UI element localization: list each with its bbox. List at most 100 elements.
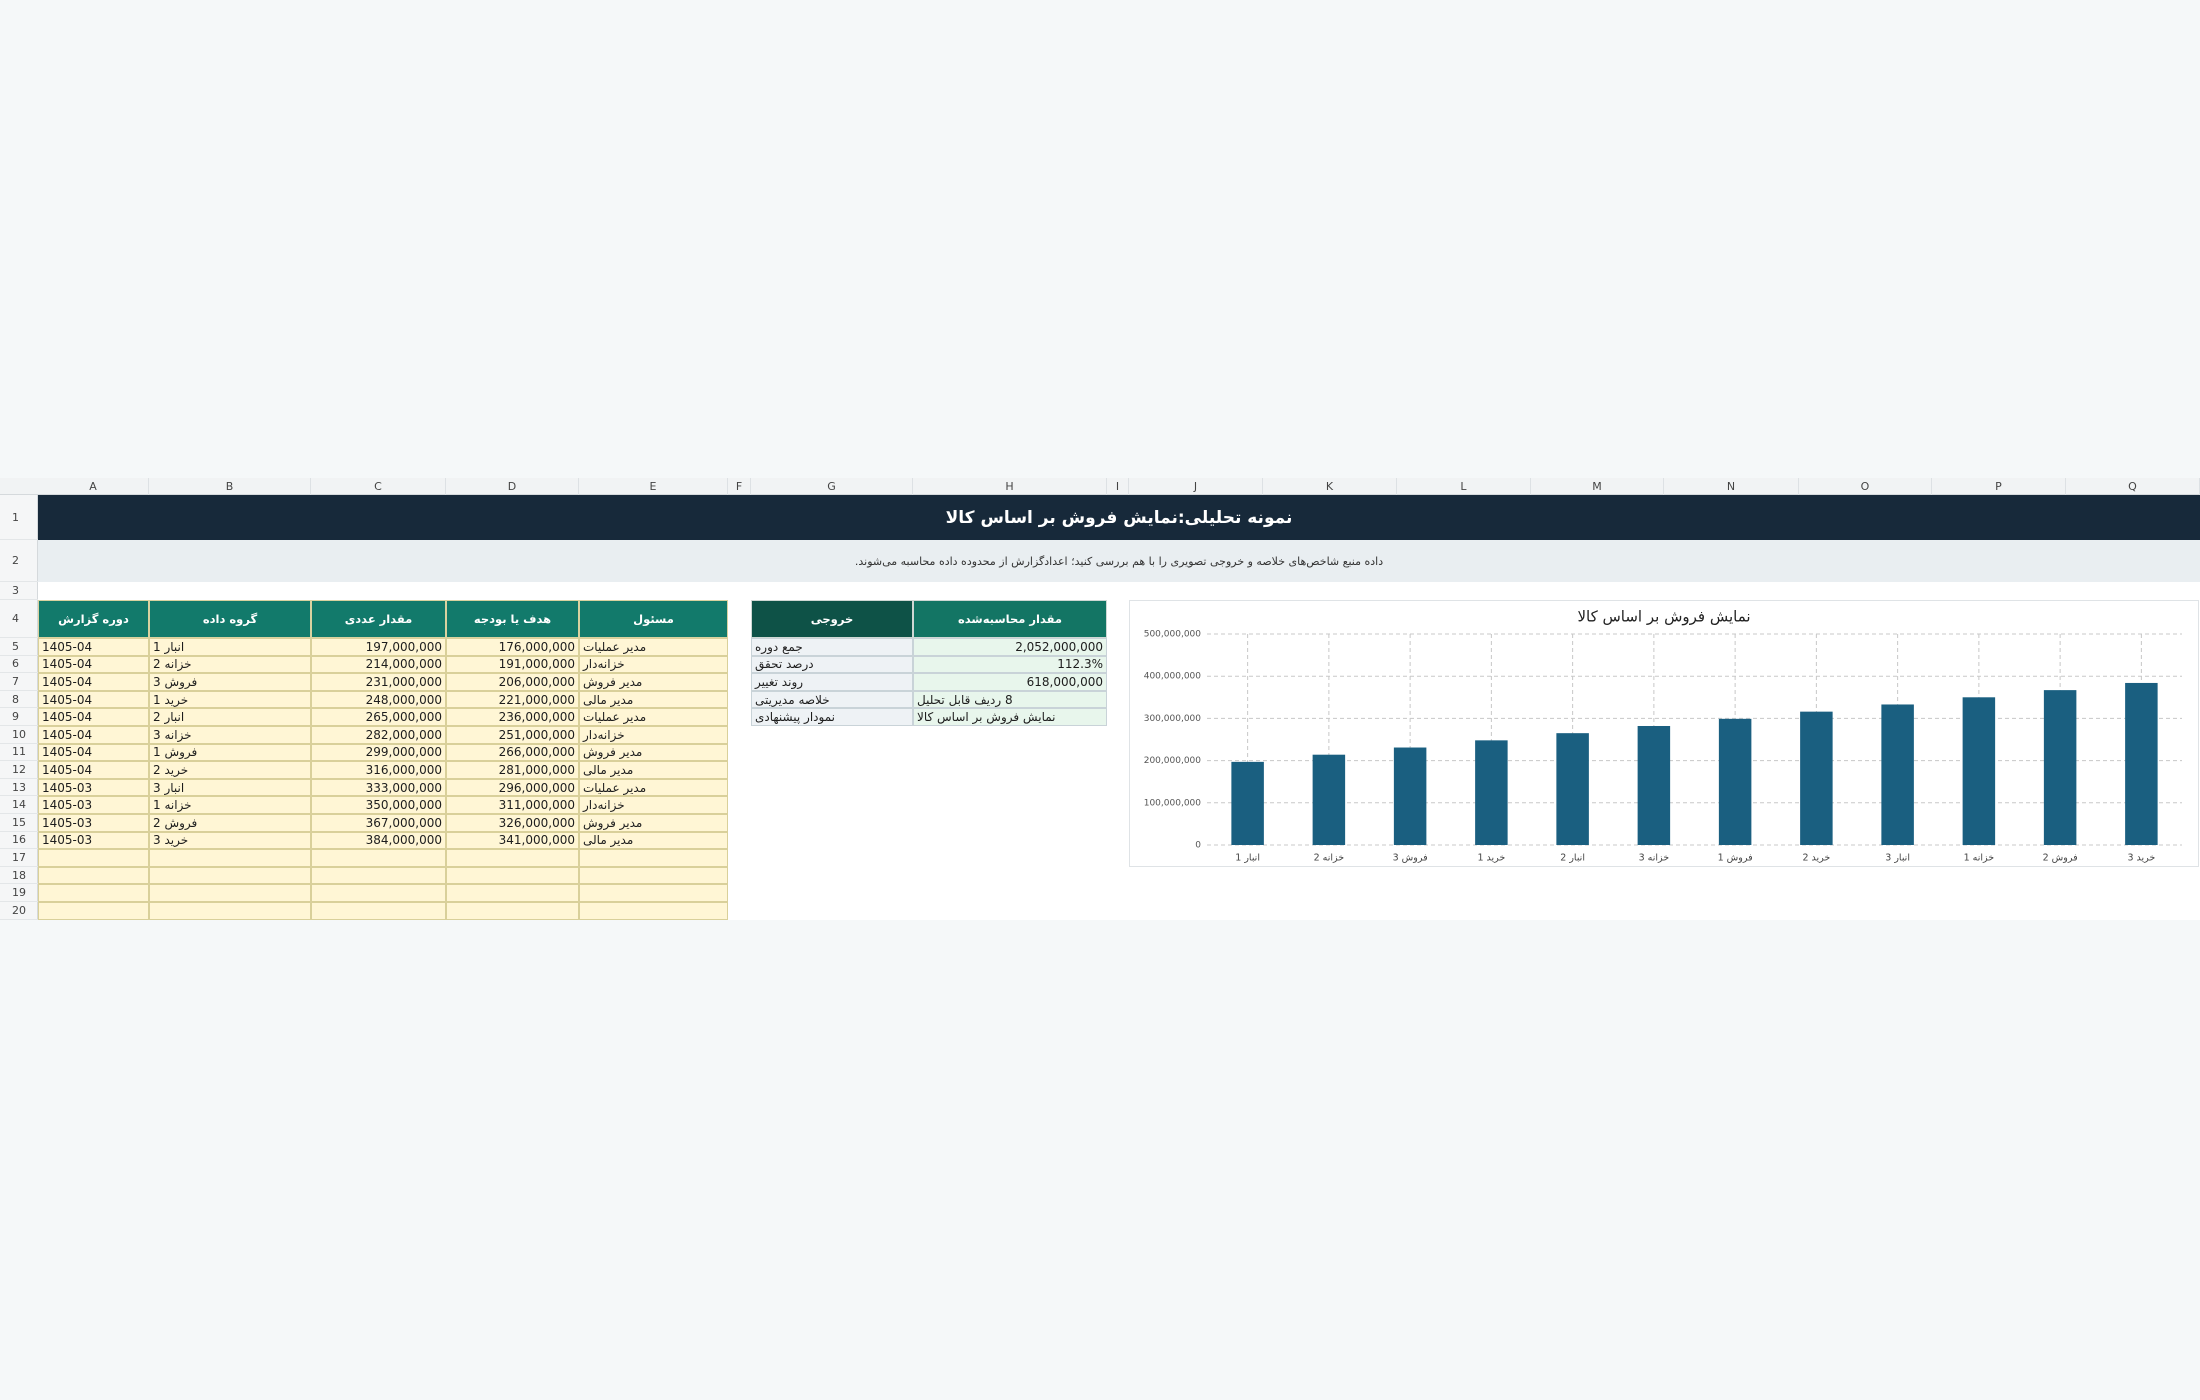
table-cell: 350,000,000 <box>311 796 446 814</box>
empty-cell <box>38 849 149 867</box>
column-header: D <box>446 478 579 495</box>
row-header: 18 <box>0 867 38 885</box>
bar <box>1800 711 1833 845</box>
x-tick-label: خزانه 1 <box>1964 853 1995 864</box>
table-cell: فروش 2 <box>149 814 311 832</box>
row-header: 10 <box>0 726 38 744</box>
table-cell: 384,000,000 <box>311 831 446 850</box>
column-header: P <box>1932 478 2066 495</box>
table-cell: 1405-04 <box>38 638 149 656</box>
summary-cell: جمع دوره <box>751 638 913 656</box>
summary-header: مقدار محاسبه‌شده <box>913 600 1107 638</box>
table-cell: مدیر مالی <box>579 690 728 709</box>
row-header: 19 <box>0 884 38 902</box>
table-header: دوره گزارش <box>38 600 149 638</box>
table-cell: 1405-03 <box>38 814 149 832</box>
empty-cell <box>579 884 728 902</box>
table-cell: 214,000,000 <box>311 655 446 674</box>
row-header: 4 <box>0 600 38 638</box>
empty-cell <box>579 849 728 867</box>
table-cell: خزانه‌دار <box>579 655 728 674</box>
table-cell: مدیر عملیات <box>579 778 728 797</box>
table-cell: 1405-03 <box>38 778 149 797</box>
y-tick-label: 100,000,000 <box>1144 798 1202 808</box>
empty-cell <box>149 902 311 920</box>
table-cell: مدیر مالی <box>579 761 728 779</box>
column-header-strip <box>0 478 2200 495</box>
table-cell: 231,000,000 <box>311 673 446 691</box>
table-cell: 367,000,000 <box>311 814 446 832</box>
summary-cell: خلاصه مدیریتی <box>751 690 913 709</box>
y-tick-label: 0 <box>1195 841 1201 851</box>
table-header: گروه داده <box>149 600 311 638</box>
sheet-subtitle: داده منبع شاخص‌های خلاصه و خروجی تصویری … <box>38 540 2200 582</box>
empty-cell <box>311 884 446 902</box>
table-cell: 299,000,000 <box>311 743 446 762</box>
chart-title: نمایش فروش بر اساس کالا <box>1577 608 1750 626</box>
x-tick-label: خرید 2 <box>1802 853 1830 864</box>
table-cell: خرید 1 <box>149 690 311 709</box>
table-cell: 1405-04 <box>38 726 149 744</box>
x-tick-label: فروش 1 <box>1718 853 1753 864</box>
table-cell: انبار 1 <box>149 638 311 656</box>
table-cell: 1405-04 <box>38 690 149 709</box>
bar <box>1962 697 1996 845</box>
table-cell: فروش 1 <box>149 743 311 762</box>
bar <box>1393 747 1427 845</box>
table-cell: 197,000,000 <box>311 638 446 656</box>
empty-cell <box>579 866 728 885</box>
bar <box>1231 761 1264 845</box>
table-cell: 341,000,000 <box>446 831 579 850</box>
table-cell: خزانه‌دار <box>579 726 728 744</box>
row-header: 2 <box>0 540 38 582</box>
summary-cell: 112.3% <box>913 655 1107 674</box>
table-cell: 236,000,000 <box>446 708 579 726</box>
column-header: C <box>311 478 446 495</box>
empty-cell <box>149 884 311 902</box>
column-header: N <box>1664 478 1799 495</box>
bar <box>1475 740 1508 845</box>
empty-cell <box>311 849 446 867</box>
bar <box>1556 733 1589 845</box>
table-cell: فروش 3 <box>149 673 311 691</box>
bar <box>1312 754 1346 845</box>
spreadsheet: A B C D E F G H I J K L M N O P Q 1 2 3 4 5 6 7 8 9 10 11 12 13 14 15 16… <box>0 478 2200 920</box>
empty-cell <box>311 902 446 920</box>
summary-cell: 618,000,000 <box>913 673 1107 691</box>
table-cell: 333,000,000 <box>311 778 446 797</box>
table-cell: 1405-04 <box>38 743 149 762</box>
empty-cell <box>446 902 579 920</box>
summary-cell: نمایش فروش بر اساس کالا <box>913 708 1107 726</box>
row-header: 8 <box>0 691 38 709</box>
column-header: O <box>1799 478 1932 495</box>
table-cell: مدیر عملیات <box>579 708 728 726</box>
empty-cell <box>149 866 311 885</box>
table-header: مقدار عددی <box>311 600 446 638</box>
table-cell: 251,000,000 <box>446 726 579 744</box>
column-header: E <box>579 478 728 495</box>
summary-cell: 2,052,000,000 <box>913 638 1107 656</box>
row-header: 15 <box>0 814 38 832</box>
empty-cell <box>38 884 149 902</box>
column-header: H <box>913 478 1107 495</box>
column-header: Q <box>2066 478 2200 495</box>
row-header: 6 <box>0 656 38 674</box>
summary-cell: نمودار پیشنهادی <box>751 708 913 726</box>
column-header: A <box>38 478 149 495</box>
row-header: 16 <box>0 832 38 850</box>
empty-cell <box>446 884 579 902</box>
row-header: 7 <box>0 673 38 691</box>
table-cell: خرید 2 <box>149 761 311 779</box>
empty-cell <box>149 849 311 867</box>
table-cell: 281,000,000 <box>446 761 579 779</box>
table-cell: 1405-04 <box>38 708 149 726</box>
bar <box>2125 682 2158 845</box>
table-cell: 265,000,000 <box>311 708 446 726</box>
x-tick-label: فروش 2 <box>2043 853 2078 864</box>
table-cell: 176,000,000 <box>446 638 579 656</box>
summary-cell: 8 ردیف قابل تحلیل <box>913 690 1107 709</box>
x-tick-label: انبار 1 <box>1235 853 1260 864</box>
row-header: 3 <box>0 582 38 600</box>
x-tick-label: انبار 3 <box>1885 853 1910 864</box>
